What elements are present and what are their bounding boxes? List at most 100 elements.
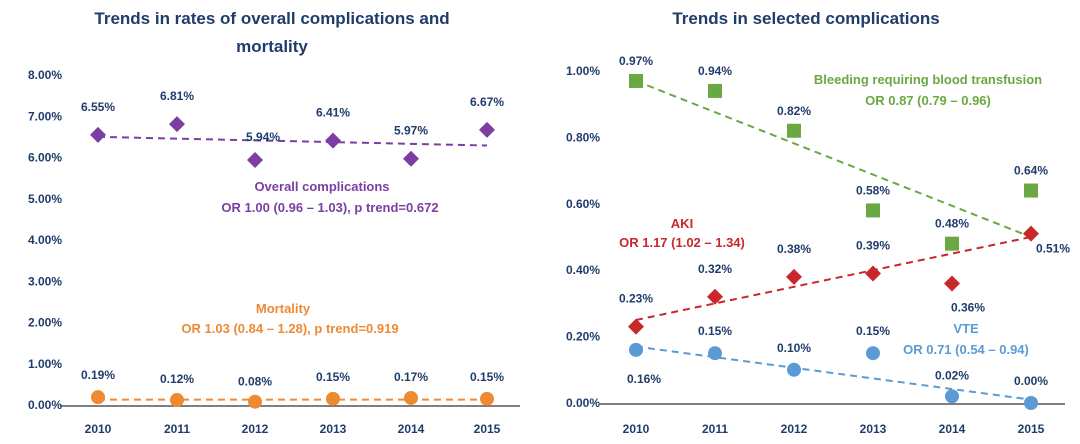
bleeding-point [787, 123, 801, 138]
overall-point [169, 116, 185, 133]
mortality-point [170, 393, 184, 408]
mortality-point [91, 390, 105, 405]
y-tick-label: 0.20% [566, 330, 600, 344]
x-tick-label: 2015 [1018, 422, 1045, 436]
vte-point [1024, 396, 1038, 410]
mortality-data-label: 0.17% [394, 370, 428, 384]
overall-trend-line [97, 135, 488, 147]
bleeding-data-label: 0.64% [1014, 164, 1048, 178]
y-tick-label: 5.00% [28, 192, 62, 206]
bleeding-point [945, 236, 959, 251]
y-tick-label: 0.00% [566, 396, 600, 410]
vte-data-label: 0.15% [856, 324, 890, 338]
mortality-data-label: 0.08% [238, 375, 272, 389]
mortality-annotation-name: Mortality [256, 301, 311, 316]
overall-data-label: 5.94% [246, 130, 280, 144]
aki-point [786, 268, 802, 285]
y-tick-label: 1.00% [28, 357, 62, 371]
x-tick-label: 2013 [860, 422, 887, 436]
x-tick-label: 2010 [623, 422, 650, 436]
vte-annotation-name: VTE [953, 321, 979, 336]
overall-point [325, 132, 341, 149]
mortality-point [480, 391, 494, 406]
vte-annotation-or: OR 0.71 (0.54 – 0.94) [903, 342, 1029, 357]
aki-point [865, 265, 881, 282]
vte-data-label: 0.16% [627, 372, 661, 386]
aki-point [944, 275, 960, 292]
vte-point [787, 362, 801, 377]
x-tick-label: 2012 [781, 422, 808, 436]
vte-point [945, 389, 959, 404]
bleeding-point [866, 203, 880, 218]
mortality-point [248, 394, 262, 409]
aki-point [707, 288, 723, 305]
aki-annotation-or: OR 1.17 (1.02 – 1.34) [619, 235, 745, 250]
overall-point [403, 150, 419, 167]
y-tick-label: 0.00% [28, 398, 62, 412]
mortality-data-label: 0.15% [470, 370, 504, 384]
y-tick-label: 2.00% [28, 316, 62, 330]
y-tick-label: 3.00% [28, 274, 62, 288]
mortality-annotation-or: OR 1.03 (0.84 – 1.28), p trend=0.919 [181, 321, 398, 336]
overall-data-label: 6.67% [470, 95, 504, 109]
bleeding-point [1024, 183, 1038, 198]
overall-data-label: 6.55% [81, 100, 115, 114]
bleeding-data-label: 0.82% [777, 104, 811, 118]
left-chart-title-line1: Trends in rates of overall complications… [94, 9, 449, 28]
overall-point [247, 151, 263, 168]
vte-point [629, 342, 643, 357]
x-tick-label: 2014 [398, 422, 425, 436]
y-tick-label: 7.00% [28, 109, 62, 123]
x-tick-label: 2010 [85, 422, 112, 436]
y-tick-label: 4.00% [28, 233, 62, 247]
mortality-data-label: 0.19% [81, 368, 115, 382]
vte-point [866, 346, 880, 361]
mortality-point [404, 390, 418, 405]
bleeding-annotation-name: Bleeding requiring blood transfusion [814, 72, 1042, 87]
aki-annotation-name: AKI [671, 216, 693, 231]
aki-point [628, 318, 644, 335]
aki-data-label: 0.51% [1036, 242, 1070, 256]
y-tick-label: 8.00% [28, 68, 62, 82]
bleeding-data-label: 0.97% [619, 54, 653, 68]
x-tick-label: 2011 [702, 422, 728, 436]
overall-point [90, 126, 106, 143]
x-tick-label: 2013 [320, 422, 347, 436]
vte-data-label: 0.10% [777, 341, 811, 355]
x-tick-label: 2014 [939, 422, 966, 436]
aki-point [1023, 225, 1039, 242]
mortality-data-label: 0.12% [160, 372, 194, 386]
bleeding-trend-line [635, 80, 1032, 238]
x-tick-label: 2011 [164, 422, 190, 436]
overall-annotation-or: OR 1.00 (0.96 – 1.03), p trend=0.672 [221, 200, 438, 215]
vte-point [708, 346, 722, 361]
left-chart-title-line2: mortality [236, 37, 308, 56]
aki-data-label: 0.39% [856, 239, 890, 253]
vte-data-label: 0.00% [1014, 374, 1048, 388]
overall-point [479, 121, 495, 138]
bleeding-data-label: 0.94% [698, 64, 732, 78]
mortality-point [326, 391, 340, 406]
overall-data-label: 5.97% [394, 124, 428, 138]
aki-data-label: 0.38% [777, 242, 811, 256]
bleeding-annotation-or: OR 0.87 (0.79 – 0.96) [865, 93, 991, 108]
bleeding-point [629, 73, 643, 88]
overall-annotation-name: Overall complications [254, 179, 389, 194]
aki-data-label: 0.32% [698, 262, 732, 276]
overall-data-label: 6.81% [160, 89, 194, 103]
y-tick-label: 0.40% [566, 263, 600, 277]
aki-data-label: 0.36% [951, 300, 985, 314]
vte-trend-line [635, 345, 1032, 401]
y-tick-label: 0.80% [566, 130, 600, 144]
aki-data-label: 0.23% [619, 292, 653, 306]
bleeding-data-label: 0.48% [935, 217, 969, 231]
vte-data-label: 0.02% [935, 368, 969, 382]
y-tick-label: 6.00% [28, 151, 62, 165]
bleeding-data-label: 0.58% [856, 183, 890, 197]
chart-marks: 0.00% 1.00% 2.00% 3.00% 4.00% 5.00% 6.00% 7.00%… [28, 54, 1070, 436]
bleeding-point [708, 83, 722, 98]
y-tick-label: 1.00% [566, 64, 600, 78]
overall-data-label: 6.41% [316, 106, 350, 120]
x-tick-label: 2015 [474, 422, 501, 436]
